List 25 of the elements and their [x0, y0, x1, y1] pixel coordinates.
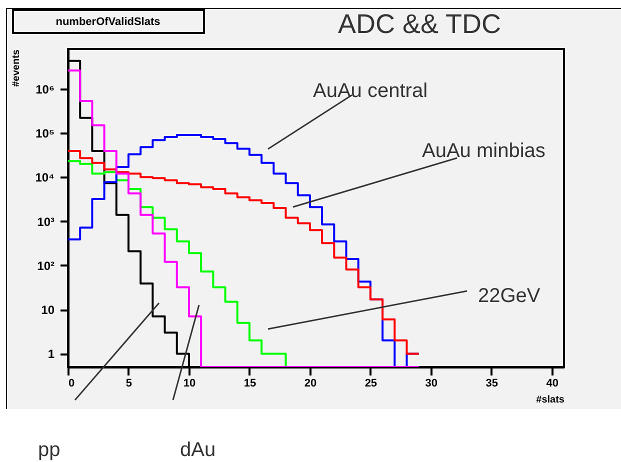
- annotation: 22GeV: [478, 285, 541, 307]
- chart-title: numberOfValidSlats: [56, 16, 160, 28]
- y-tick-label: 10⁴: [35, 170, 55, 185]
- x-tick-label: 0: [68, 378, 75, 390]
- annotation: AuAu minbias: [422, 140, 546, 162]
- x-tick-label: 30: [425, 378, 438, 390]
- x-tick-label: 40: [546, 378, 559, 390]
- y-tick-label: 10: [41, 303, 55, 318]
- x-axis-title: #slats: [536, 394, 565, 406]
- y-tick-label: 10³: [37, 214, 55, 229]
- annotation: AuAu central: [313, 80, 428, 102]
- chart-subtitle: ADC && TDC: [338, 9, 502, 39]
- text: pp: [38, 439, 60, 461]
- y-tick-label: 1: [48, 347, 55, 362]
- x-tick-label: 20: [304, 378, 317, 390]
- x-tick-label: 25: [364, 378, 378, 390]
- x-tick-label: 35: [486, 378, 498, 390]
- y-tick-label: 10⁶: [36, 82, 54, 96]
- y-tick-label: 10⁵: [36, 126, 54, 141]
- text: dAu: [180, 439, 216, 461]
- y-axis-title: #events: [11, 49, 22, 87]
- x-tick-label: 15: [244, 378, 256, 390]
- x-tick-label: 10: [183, 378, 196, 390]
- y-tick-label: 10²: [37, 258, 55, 273]
- x-tick-label: 5: [126, 378, 132, 390]
